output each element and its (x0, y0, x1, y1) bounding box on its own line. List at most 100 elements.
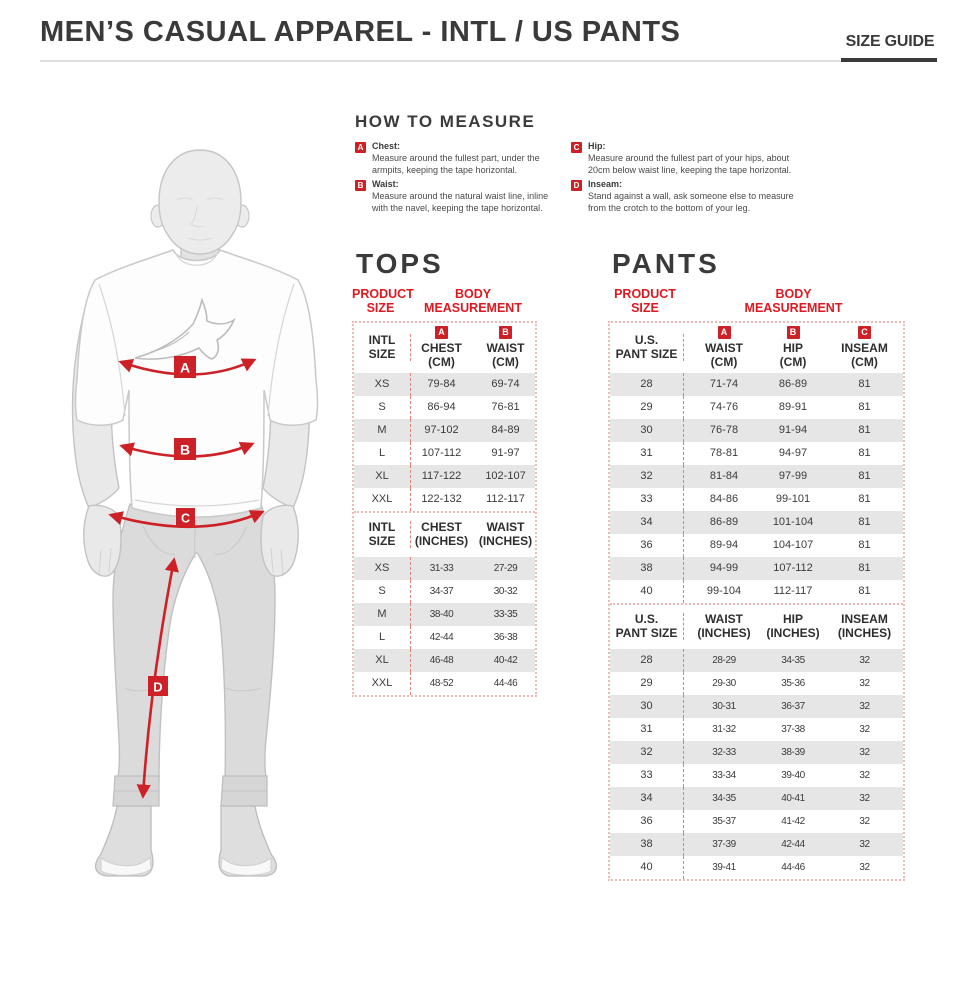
column-header-label: INTL SIZE (368, 519, 396, 548)
column-header-label: HIP (INCHES) (766, 611, 820, 640)
measurement-cell: 86-89 (778, 378, 808, 390)
column-header-label: CHEST (INCHES) (414, 519, 469, 548)
measure-name: Inseam: (588, 179, 623, 190)
measure-marker-b: B (499, 325, 512, 339)
measurement-cell: 37-39 (712, 838, 736, 850)
column-header-label: HIP (CM) (779, 340, 807, 369)
measurement-cell: 28-29 (712, 654, 736, 666)
table-row: XXL 48-52 44-46 (354, 671, 535, 695)
size-guide-tab[interactable]: SIZE GUIDE (845, 33, 935, 50)
table-row: 36 89-94 104-107 81 (610, 533, 903, 557)
size-cell: 29 (610, 395, 684, 419)
measure-marker-c: C (858, 325, 871, 339)
measurement-cell: 32 (859, 792, 870, 804)
measure-item-inseam: D Inseam: Stand against a wall, ask some… (571, 179, 809, 214)
measurement-cell: 39-40 (781, 769, 805, 781)
table-header-row: INTL SIZE A CHEST (CM) B WAIST (CM) (354, 323, 535, 373)
measurement-cell: 32 (859, 723, 870, 735)
table-row: M 38-40 33-35 (354, 602, 535, 626)
size-cell: 33 (610, 487, 684, 511)
how-to-measure-list: A Chest: Measure around the fullest part… (355, 141, 815, 218)
measurement-cell: 29-30 (712, 677, 736, 689)
table-row: XS 79-84 69-74 (354, 372, 535, 396)
how-to-measure-title: HOW TO MEASURE (355, 112, 536, 131)
body-figure: A B C D (55, 128, 340, 930)
column-header: B HIP (CM) (764, 325, 822, 370)
measure-marker-a: A (355, 142, 366, 153)
pants-section: PANTS PRODUCT SIZE BODY MEASUREMENT U.S.… (608, 246, 905, 881)
shirt-seams (98, 253, 295, 507)
pants-heading: PANTS (612, 248, 720, 279)
size-cell: 34 (610, 786, 684, 810)
measurement-cell: 76-78 (709, 424, 739, 436)
table-row: 36 35-37 41-42 32 (610, 809, 903, 833)
measurement-cell: 30-31 (712, 700, 736, 712)
header-divider (40, 60, 841, 62)
column-header-label: U.S. PANT SIZE (615, 611, 678, 640)
measurement-cell: 81 (858, 447, 871, 459)
table-row: S 34-37 30-32 (354, 579, 535, 603)
table-row: L 42-44 36-38 (354, 625, 535, 649)
measurement-cell: 81 (858, 401, 871, 413)
size-cell: XS (354, 556, 411, 580)
measurement-cell: 99-101 (775, 493, 811, 505)
measurement-cell: 38-39 (781, 746, 805, 758)
measurement-cell: 34-35 (712, 792, 736, 804)
body-measurement-label: BODY MEASUREMENT (424, 287, 522, 315)
measurement-cell: 38-40 (429, 608, 454, 620)
table-row: 40 39-41 44-46 32 (610, 855, 903, 879)
table-row: XXL 122-132 112-117 (354, 487, 535, 511)
measurement-cell: 30-32 (493, 585, 518, 597)
measurement-cell: 32 (859, 769, 870, 781)
measurement-cell: 33-35 (493, 608, 518, 620)
table-row: M 97-102 84-89 (354, 418, 535, 442)
size-cell: L (354, 441, 411, 465)
measurement-cell: 84-89 (491, 424, 520, 436)
right-boot (218, 805, 277, 877)
measure-marker-a: A (435, 325, 448, 339)
size-cell: 30 (610, 418, 684, 442)
measurement-cell: 34-37 (429, 585, 454, 597)
table-row: S 86-94 76-81 (354, 395, 535, 419)
table-row: 30 30-31 36-37 32 (610, 694, 903, 718)
size-cell: S (354, 395, 411, 419)
table-row: 33 84-86 99-101 81 (610, 487, 903, 511)
size-cell: 32 (610, 464, 684, 488)
measurement-cell: 94-97 (778, 447, 808, 459)
table-row: 31 78-81 94-97 81 (610, 441, 903, 465)
column-header: U.S. PANT SIZE (610, 333, 684, 362)
measurement-cell: 32 (859, 654, 870, 666)
measurement-cell: 81 (858, 516, 871, 528)
measurement-cell: 32-33 (712, 746, 736, 758)
column-header: A WAIST (CM) (684, 325, 764, 370)
measurement-cell: 86-94 (427, 401, 456, 413)
measurement-cell: 35-37 (712, 815, 736, 827)
size-guide-tab-underline (841, 58, 937, 62)
column-header-label: INTL SIZE (368, 332, 396, 361)
size-cell: 40 (610, 579, 684, 603)
figure-marker-b: B (180, 442, 190, 458)
table-row: 31 31-32 37-38 32 (610, 717, 903, 741)
table-row: 38 94-99 107-112 81 (610, 556, 903, 580)
table-row: 30 76-78 91-94 81 (610, 418, 903, 442)
measurement-cell: 94-99 (709, 562, 739, 574)
measurement-cell: 32 (859, 815, 870, 827)
column-header: C INSEAM (CM) (822, 325, 907, 370)
measure-description: Measure around the natural waist line, i… (372, 191, 549, 213)
table-row: 28 71-74 86-89 81 (610, 372, 903, 396)
measurement-cell: 97-99 (778, 470, 808, 482)
table-row: 34 34-35 40-41 32 (610, 786, 903, 810)
column-header: HIP (INCHES) (764, 611, 822, 641)
measurement-cell: 31-33 (429, 562, 454, 574)
product-size-label: PRODUCT SIZE (614, 287, 676, 315)
measurement-cell: 37-38 (781, 723, 805, 735)
pants (112, 503, 276, 783)
table-row: 29 74-76 89-91 81 (610, 395, 903, 419)
measurement-cell: 74-76 (709, 401, 739, 413)
pants-table: U.S. PANT SIZE A WAIST (CM) B HIP (CM) C INSEA… (608, 320, 907, 881)
measurement-cell: 40-42 (493, 654, 518, 666)
table-row: 32 81-84 97-99 81 (610, 464, 903, 488)
size-cell: XS (354, 372, 411, 396)
column-header: INSEAM (INCHES) (822, 612, 907, 641)
face-lines (176, 197, 224, 241)
